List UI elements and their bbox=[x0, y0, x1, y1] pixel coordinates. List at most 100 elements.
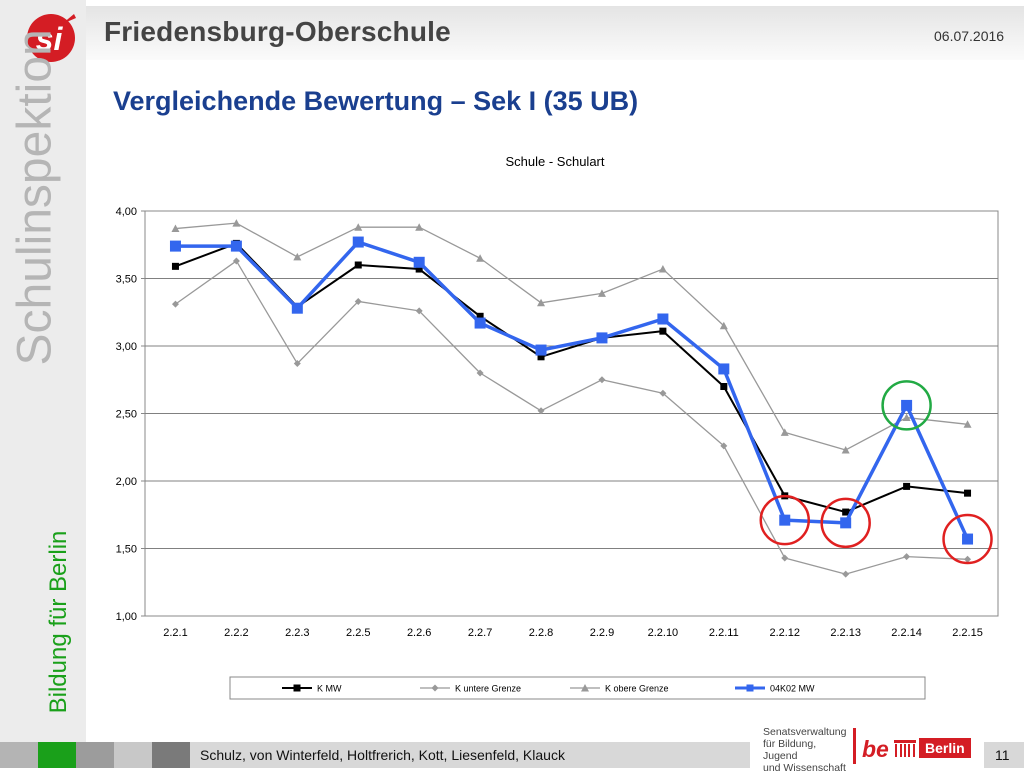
data-point bbox=[781, 554, 789, 562]
data-point bbox=[720, 442, 728, 450]
data-point bbox=[902, 413, 911, 422]
data-point bbox=[842, 508, 850, 516]
x-tick-label: 2.2.14 bbox=[891, 627, 922, 639]
data-point bbox=[476, 369, 484, 377]
series-line bbox=[175, 260, 968, 575]
data-point bbox=[291, 302, 303, 314]
sender-line: für Bildung, Jugend bbox=[763, 738, 817, 762]
data-point bbox=[354, 223, 363, 231]
data-point bbox=[537, 407, 545, 415]
sidebar-tagline-vertical: Bildung für Berlin bbox=[45, 530, 72, 714]
data-point bbox=[842, 570, 850, 578]
data-point bbox=[535, 344, 547, 356]
legend-label: K obere Grenze bbox=[605, 684, 669, 694]
data-point bbox=[474, 317, 486, 329]
data-point bbox=[719, 321, 728, 330]
data-point bbox=[415, 307, 423, 315]
sender-line: Senatsverwaltung bbox=[763, 726, 847, 738]
x-tick-label: 2.2.15 bbox=[952, 627, 983, 639]
series-line bbox=[175, 240, 970, 540]
legend-marker bbox=[431, 684, 439, 692]
highlight-circle bbox=[942, 513, 993, 565]
be-berlin-logo: be bbox=[862, 736, 889, 762]
data-point bbox=[841, 445, 850, 454]
line-chart: Schule - Schulart 1,00 1,50 2,00 2,50 3,00 3,5… bbox=[116, 154, 999, 700]
x-tick-label: 2.2.11 bbox=[709, 627, 739, 639]
data-point bbox=[293, 360, 301, 368]
data-point bbox=[354, 261, 362, 269]
slide-date: 06.07.2016 bbox=[934, 28, 1005, 44]
y-tick-label: 3,50 bbox=[116, 274, 137, 286]
school-title: Friedensburg-Oberschule bbox=[104, 16, 451, 47]
x-tick-label: 2.2.1 bbox=[163, 627, 187, 639]
berlin-badge: Berlin bbox=[919, 738, 971, 758]
x-tick-label: 2.2.5 bbox=[346, 627, 370, 639]
senatsverwaltung-text: Senatsverwaltung für Bildung, Jugend und… bbox=[763, 726, 853, 774]
x-tick-label: 2.2.2 bbox=[224, 627, 248, 639]
left-sidebar bbox=[0, 66, 86, 742]
schulinspektion-logo: si bbox=[27, 14, 76, 62]
data-point bbox=[230, 240, 242, 252]
logo-text: si bbox=[36, 21, 64, 57]
legend-label: 04K02 MW bbox=[770, 684, 815, 694]
data-point bbox=[171, 262, 179, 270]
data-point bbox=[232, 219, 241, 227]
logo-divider bbox=[853, 728, 856, 764]
slide-title: Vergleichende Bewertung – Sek I (35 UB) bbox=[113, 86, 639, 116]
data-point bbox=[415, 265, 423, 273]
series-line bbox=[175, 222, 968, 451]
y-tick-label: 1,50 bbox=[116, 544, 137, 556]
y-tick-label: 2,50 bbox=[116, 409, 137, 421]
y-tick-label: 1,00 bbox=[116, 611, 137, 623]
data-point bbox=[903, 482, 911, 490]
series-line bbox=[175, 242, 968, 514]
legend-marker bbox=[293, 684, 301, 692]
data-point bbox=[903, 553, 911, 561]
data-point bbox=[964, 489, 972, 497]
data-point bbox=[171, 224, 180, 233]
x-tick-label: 2.2.12 bbox=[769, 627, 800, 639]
data-point bbox=[962, 533, 974, 545]
y-tick-label: 2,00 bbox=[116, 476, 137, 488]
data-point bbox=[659, 389, 667, 397]
data-point bbox=[658, 265, 667, 273]
data-point bbox=[293, 252, 302, 261]
data-point bbox=[169, 240, 181, 252]
highlight-circle bbox=[759, 494, 810, 546]
highlight-circle bbox=[820, 497, 871, 549]
y-tick-label: 4,00 bbox=[116, 206, 137, 218]
data-point bbox=[659, 327, 667, 335]
header-band bbox=[86, 6, 1024, 60]
data-point bbox=[718, 363, 730, 375]
data-point bbox=[963, 420, 972, 428]
x-tick-label: 2.2.6 bbox=[407, 627, 431, 639]
data-point bbox=[232, 257, 240, 265]
data-point bbox=[537, 353, 545, 361]
highlight-circle bbox=[881, 380, 932, 431]
x-tick-label: 2.2.9 bbox=[590, 627, 614, 639]
data-point bbox=[354, 297, 362, 305]
legend-marker bbox=[581, 684, 589, 692]
data-point bbox=[476, 254, 485, 262]
data-point bbox=[537, 298, 546, 307]
footer-authors: Schulz, von Winterfeld, Holtfrerich, Kot… bbox=[200, 747, 565, 763]
data-point bbox=[413, 256, 425, 268]
data-point bbox=[171, 300, 179, 308]
data-point bbox=[596, 332, 608, 344]
x-tick-label: 2.2.7 bbox=[468, 627, 492, 639]
page-number: 11 bbox=[995, 747, 1010, 763]
sender-line: und Wissenschaft bbox=[763, 762, 846, 774]
data-point bbox=[598, 376, 606, 384]
data-point bbox=[780, 428, 789, 436]
data-point bbox=[901, 399, 913, 411]
data-point bbox=[657, 313, 669, 325]
brandenburg-gate-icon bbox=[894, 740, 916, 757]
data-point bbox=[352, 236, 364, 248]
legend-label: K untere Grenze bbox=[455, 684, 521, 694]
x-tick-label: 2.2.10 bbox=[648, 627, 679, 639]
data-point bbox=[779, 514, 791, 526]
y-tick-label: 3,00 bbox=[116, 341, 137, 353]
data-point bbox=[415, 223, 424, 231]
data-point bbox=[476, 312, 484, 320]
legend-label: K MW bbox=[317, 684, 342, 694]
